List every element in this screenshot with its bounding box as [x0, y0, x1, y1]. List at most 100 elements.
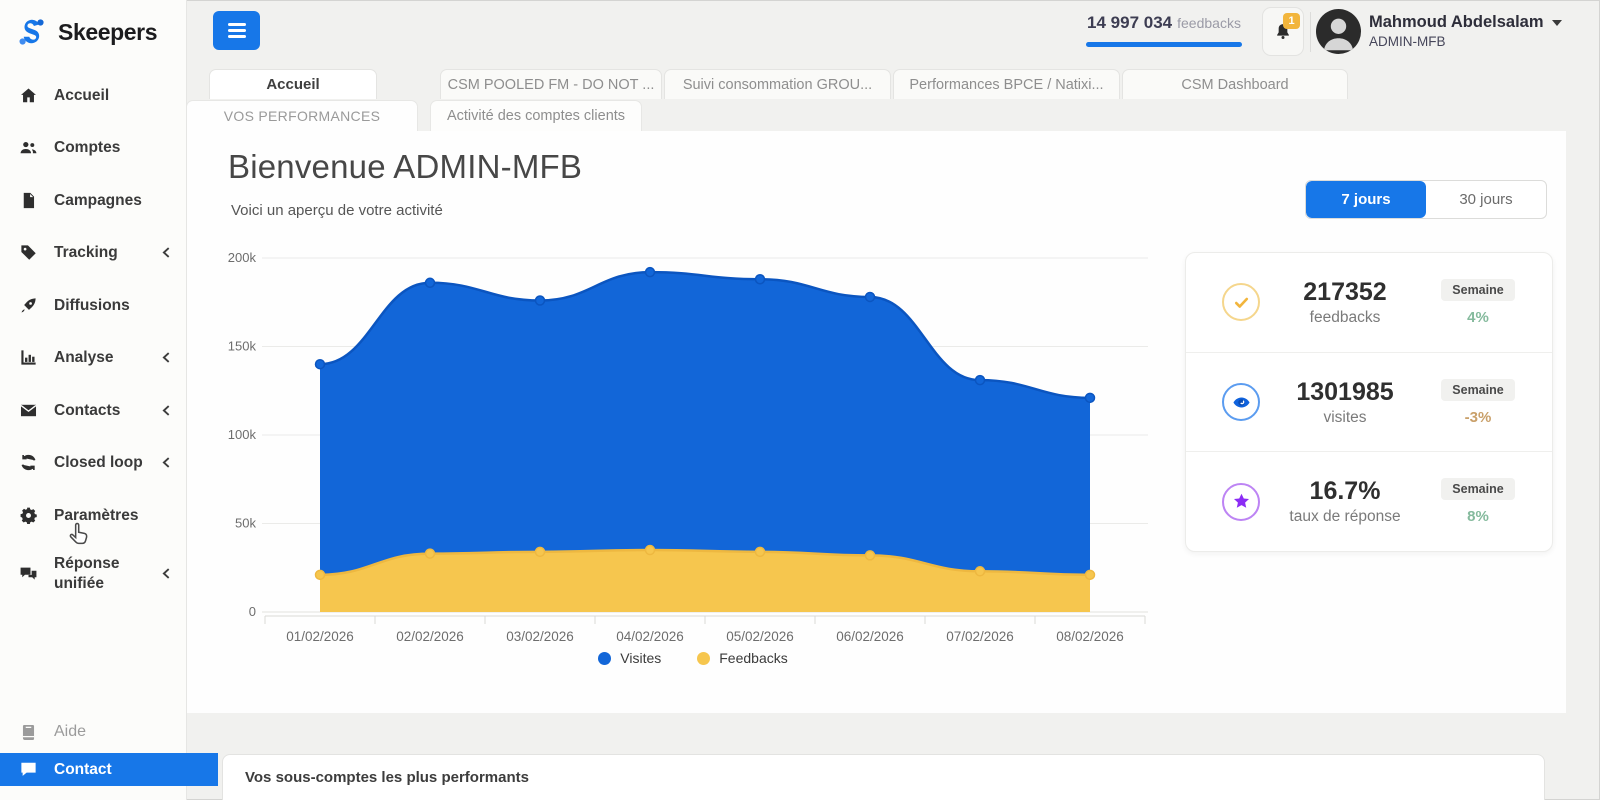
brand-logo: Skeepers: [0, 0, 186, 49]
sidebar-item-label: Closed loop: [54, 454, 143, 472]
user-menu[interactable]: Mahmoud Abdelsalam ADMIN-MFB: [1369, 13, 1562, 49]
home-icon: [18, 85, 38, 105]
chart-icon: [18, 348, 38, 368]
sidebar-item-label: Paramètres: [54, 506, 139, 524]
svg-text:03/02/2026: 03/02/2026: [506, 629, 574, 644]
sidebar-item-label: Contact: [54, 760, 112, 778]
chevron-left-icon: [161, 405, 172, 416]
sidebar-item-analyse[interactable]: Analyse: [0, 332, 186, 385]
svg-text:02/02/2026: 02/02/2026: [396, 629, 464, 644]
svg-text:200k: 200k: [228, 250, 257, 265]
sidebar-nav: Accueil Comptes Campagnes Tracking Diffu…: [0, 69, 186, 606]
legend-dot-visites: [598, 651, 612, 665]
sidebar-item-label: Contacts: [54, 401, 121, 419]
sidebar-item-reponse-unifiee[interactable]: Réponse unifiée: [0, 542, 186, 606]
header-divider: [1310, 12, 1311, 52]
tab-csm-dashboard[interactable]: CSM Dashboard: [1122, 69, 1348, 99]
page-title: Bienvenue ADMIN-MFB: [228, 148, 583, 185]
sidebar-item-campagnes[interactable]: Campagnes: [0, 174, 186, 227]
stat-row-feedbacks: 217352 feedbacks Semaine 4%: [1186, 253, 1552, 352]
period-30-days-button[interactable]: 30 jours: [1459, 191, 1513, 208]
svg-text:01/02/2026: 01/02/2026: [286, 629, 354, 644]
feedback-quota-value: 14 997 034: [1087, 13, 1173, 32]
stat-label: taux de réponse: [1289, 508, 1401, 526]
sidebar-item-label: Accueil: [54, 86, 110, 104]
notifications-button[interactable]: 1: [1262, 7, 1304, 56]
legend-dot-feedbacks: [697, 651, 711, 665]
tab-accueil[interactable]: Accueil: [209, 69, 377, 99]
top-subaccounts-card: Vos sous-comptes les plus performants: [222, 754, 1545, 800]
notification-badge: 1: [1283, 13, 1300, 29]
stat-delta: 4%: [1467, 308, 1489, 326]
svg-text:04/02/2026: 04/02/2026: [616, 629, 684, 644]
stat-row-visites: 1301985 visites Semaine -3%: [1186, 351, 1552, 452]
loop-icon: [18, 453, 38, 473]
mail-icon: [18, 400, 38, 420]
legend-item-visites[interactable]: Visites: [598, 650, 661, 666]
svg-text:08/02/2026: 08/02/2026: [1056, 629, 1124, 644]
stat-label: feedbacks: [1309, 308, 1381, 326]
stat-period-badge: Semaine: [1441, 278, 1515, 301]
svg-text:50k: 50k: [235, 516, 256, 531]
stat-row-taux-reponse: 16.7% taux de réponse Semaine 8%: [1186, 451, 1552, 551]
tab-suivi-consommation[interactable]: Suivi consommation GROU...: [664, 69, 891, 99]
skeepers-logo-icon: [15, 15, 49, 49]
sidebar-item-label: Analyse: [54, 349, 114, 367]
sidebar-item-contact[interactable]: Contact: [0, 753, 218, 786]
sidebar-item-contacts[interactable]: Contacts: [0, 384, 186, 437]
sidebar-item-aide[interactable]: Aide: [0, 712, 218, 752]
svg-text:05/02/2026: 05/02/2026: [726, 629, 794, 644]
weekly-stats-card: 217352 feedbacks Semaine 4% 1301985 visi…: [1185, 252, 1553, 552]
stat-value: 217352: [1303, 277, 1387, 306]
stat-period-badge: Semaine: [1441, 378, 1515, 401]
feedback-quota-progressbar: [1086, 42, 1242, 47]
gear-icon: [18, 505, 38, 525]
tab-performances-bpce[interactable]: Performances BPCE / Natixi...: [893, 69, 1120, 99]
sidebar-item-label: Campagnes: [54, 191, 142, 209]
tab-csm-pooled[interactable]: CSM POOLED FM - DO NOT ...: [440, 69, 662, 99]
eye-icon: [1222, 383, 1260, 421]
sidebar-item-tracking[interactable]: Tracking: [0, 227, 186, 280]
sidebar-item-accueil[interactable]: Accueil: [0, 69, 186, 122]
svg-text:0: 0: [249, 604, 256, 619]
subtab-vos-performances[interactable]: VOS PERFORMANCES: [186, 100, 418, 131]
stat-label: visites: [1323, 408, 1367, 426]
bubble-icon: [18, 760, 38, 780]
stat-delta: 8%: [1467, 508, 1489, 526]
svg-text:06/02/2026: 06/02/2026: [836, 629, 904, 644]
stat-period-badge: Semaine: [1441, 478, 1515, 501]
sidebar-item-parametres[interactable]: Paramètres: [0, 489, 186, 542]
subtab-activite-comptes[interactable]: Activité des comptes clients: [430, 100, 642, 131]
feedback-quota: 14 997 034 feedbacks: [1086, 13, 1242, 47]
sidebar-item-closed-loop[interactable]: Closed loop: [0, 437, 186, 490]
chevron-left-icon: [161, 352, 172, 363]
activity-chart: 0 50k 100k 150k 200k 01/02/2026 02/02/2026 03/0…: [222, 240, 1164, 652]
chevron-down-icon: [1551, 19, 1562, 26]
sidebar-item-diffusions[interactable]: Diffusions: [0, 279, 186, 332]
tag-icon: [18, 243, 38, 263]
svg-text:150k: 150k: [228, 339, 257, 354]
sidebar-item-label: Aide: [54, 723, 87, 740]
sidebar: Skeepers Accueil Comptes Campagnes Track…: [0, 0, 218, 800]
users-icon: [18, 138, 38, 158]
check-icon: [1222, 283, 1260, 322]
chart-legend: Visites Feedbacks: [222, 650, 1164, 666]
user-role: ADMIN-MFB: [1369, 34, 1446, 49]
chevron-left-icon: [161, 247, 172, 258]
chevron-left-icon: [161, 457, 172, 468]
hamburger-menu-button[interactable]: [213, 11, 260, 50]
top-subaccounts-title: Vos sous-comptes les plus performants: [245, 769, 529, 786]
svg-text:100k: 100k: [228, 427, 257, 442]
stat-value: 16.7%: [1309, 477, 1381, 506]
file-icon: [18, 190, 38, 210]
page-subtitle: Voici un aperçu de votre activité: [231, 202, 443, 219]
star-icon: [1222, 482, 1260, 521]
sidebar-item-comptes[interactable]: Comptes: [0, 122, 186, 175]
period-toggle: 7 jours 30 jours: [1305, 180, 1547, 219]
sidebar-item-label: Tracking: [54, 244, 118, 262]
legend-item-feedbacks[interactable]: Feedbacks: [697, 650, 788, 666]
rocket-icon: [18, 295, 38, 315]
period-7-days-button[interactable]: 7 jours: [1306, 181, 1426, 218]
avatar[interactable]: [1316, 9, 1361, 54]
